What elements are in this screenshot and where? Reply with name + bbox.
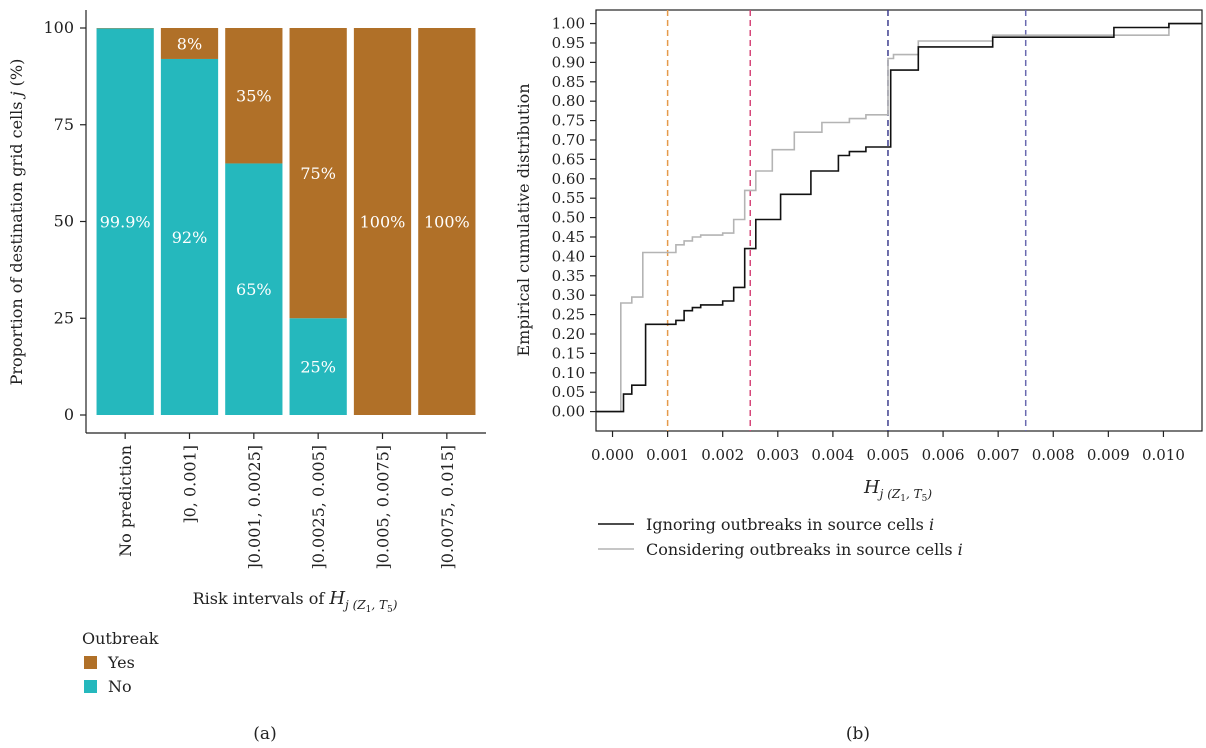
bar-segment-no [96,28,154,416]
legend-title: Outbreak [82,629,159,648]
bar-segment-yes [289,28,347,319]
a-x-tick-label: ]0.0025, 0.005] [309,445,328,569]
a-x-ticks: No prediction ]0, 0.001] ]0.001, 0.0025] ]0… [116,433,457,569]
legend-label-no: No [108,677,132,696]
b-y-tick-label: 0.75 [552,112,585,130]
b-y-tick-label: 0.95 [552,34,585,52]
b-x-tick-label: 0.008 [1032,446,1075,464]
bar-label-no: 65% [236,280,272,299]
a-y-tick-label: 0 [64,405,74,424]
b-y-tick-label: 0.25 [552,306,585,324]
a-x-tick-label: ]0, 0.001] [181,445,200,524]
b-legend: Ignoring outbreaks in source cells i Con… [598,515,963,559]
b-y-tick-label: 0.05 [552,383,585,401]
bar-segment-yes [225,28,283,164]
legend-label-considering: Considering outbreaks in source cells i [646,540,963,559]
bar-label-no: 92% [172,228,208,247]
b-y-tick-label: 0.55 [552,189,585,207]
bar-segment-yes [418,28,476,415]
b-y-axis-label: Empirical cumulative distribution [514,83,533,356]
b-step-lines [596,22,1202,413]
a-y-tick-label: 25 [54,308,74,327]
b-x-tick-label: 0.005 [867,446,910,464]
a-x-tick-label: ]0.001, 0.0025] [245,445,264,569]
bar-label-yes: 35% [236,87,272,106]
legend-label-yes: Yes [107,653,135,672]
bar-label-yes: 75% [300,164,336,183]
bar-label-yes: 100% [360,213,406,232]
b-y-tick-label: 0.20 [552,325,585,343]
bar-label-no: 25% [300,358,336,377]
b-y-tick-label: 0.40 [552,247,585,265]
b-y-tick-label: 0.10 [552,364,585,382]
panel-a-label: (a) [253,724,276,744]
a-x-tick-label: No prediction [116,445,135,557]
b-y-tick-label: 0.65 [552,150,585,168]
a-y-tick-label: 100 [43,18,74,37]
b-y-tick-label: 0.00 [552,403,585,421]
b-x-tick-label: 0.010 [1142,446,1185,464]
b-y-ticks: 0.00 0.050.10 0.150.200.25 0.300.35 0.400.45… [552,15,596,421]
panel-b-ecdf-chart: 0.00 0.050.10 0.150.200.25 0.300.35 0.400.45… [514,9,1203,744]
bar-segment-yes [160,28,219,59]
b-y-tick-label: 0.15 [552,344,585,362]
b-series-line [596,22,1202,413]
b-y-tick-label: 0.80 [552,92,585,110]
b-y-tick-label: 1.00 [552,15,585,33]
b-x-tick-label: 0.002 [701,446,744,464]
bar-segment-no [160,58,219,416]
legend-label-ignoring: Ignoring outbreaks in source cells i [646,515,934,534]
bar-segment-no [225,163,283,415]
a-bars [96,28,476,416]
b-x-axis-label: Hj (Z1, T5) [863,477,932,504]
bar-label-yes: 8% [177,34,202,53]
a-bar-labels: 99.9% 92% 8% 65% 35% 25% 75% 100% 100% [100,34,470,376]
b-y-tick-label: 0.30 [552,286,585,304]
b-y-tick-label: 0.85 [552,73,585,91]
panel-a-bar-chart: 99.9% 92% 8% 65% 35% 25% 75% 100% 100% 0 25 50 75 10… [7,10,486,744]
panel-b-label: (b) [846,724,870,744]
bar-segment-no [289,318,347,415]
b-x-tick-label: 0.004 [811,446,854,464]
a-x-tick-label: ]0.0075, 0.015] [438,445,457,569]
b-x-ticks: 0.000 0.001 0.002 0.003 0.004 0.005 0.006 0.007… [591,431,1185,464]
b-y-tick-label: 0.90 [552,53,585,71]
b-y-tick-label: 0.50 [552,209,585,227]
legend-swatch-yes [84,656,97,669]
bar-segment-yes [353,28,412,415]
b-x-tick-label: 0.007 [977,446,1020,464]
a-y-ticks: 0 25 50 75 100 [43,18,86,424]
a-x-axis-label: Risk intervals of Hj (Z1, T5) [193,588,398,615]
b-y-tick-label: 0.60 [552,170,585,188]
a-y-tick-label: 50 [54,212,74,231]
b-reference-lines [666,10,1027,431]
a-legend: Outbreak Yes No [82,629,159,696]
b-x-tick-label: 0.000 [591,446,634,464]
b-plot-frame [595,9,1203,432]
a-x-tick-label: ]0.005, 0.0075] [374,445,393,569]
b-y-tick-label: 0.45 [552,228,585,246]
b-y-tick-label: 0.70 [552,131,585,149]
b-x-tick-label: 0.006 [922,446,965,464]
b-x-tick-label: 0.003 [756,446,799,464]
bar-label-yes: 100% [424,213,470,232]
b-x-tick-label: 0.001 [646,446,689,464]
b-series-line [596,22,1202,413]
legend-swatch-no [84,680,97,693]
a-y-tick-label: 75 [54,115,74,134]
bar-label-no: 99.9% [100,213,151,232]
b-x-tick-label: 0.009 [1087,446,1130,464]
a-y-axis-label: Proportion of destination grid cells j (… [7,59,26,386]
b-y-tick-label: 0.35 [552,267,585,285]
